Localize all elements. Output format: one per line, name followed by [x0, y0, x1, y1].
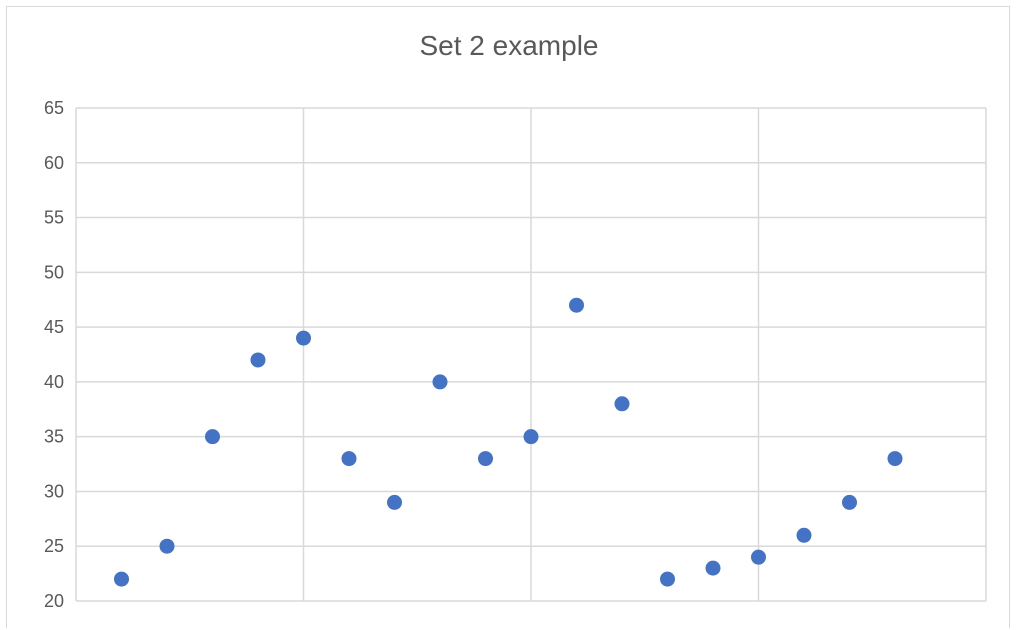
data-point	[159, 538, 175, 554]
data-point	[205, 429, 220, 445]
data-point	[842, 494, 857, 510]
data-point	[296, 330, 311, 346]
data-point	[660, 571, 675, 587]
chart-area	[6, 6, 1010, 628]
data-point	[887, 451, 903, 467]
y-tick-label: 45	[44, 317, 64, 337]
data-point	[341, 451, 357, 467]
data-point	[523, 429, 539, 445]
y-tick-label: 25	[44, 536, 64, 556]
data-point	[478, 451, 493, 467]
y-tick-label: 50	[44, 262, 64, 282]
y-axis-ticks: 20 25 30 35 40 45 50 55 60 65	[44, 98, 64, 611]
y-tick-label: 30	[44, 481, 64, 501]
gridlines	[75, 107, 987, 602]
data-point	[114, 571, 129, 587]
y-tick-label: 65	[44, 98, 64, 118]
data-point	[705, 560, 721, 576]
data-points	[114, 297, 903, 587]
y-tick-label: 55	[44, 208, 64, 228]
chart-title: Set 2 example	[419, 30, 599, 61]
data-point	[614, 396, 630, 412]
data-point	[432, 374, 448, 390]
y-tick-label: 20	[44, 591, 64, 611]
data-point	[751, 549, 766, 565]
data-point	[796, 527, 812, 543]
y-tick-label: 40	[44, 372, 64, 392]
data-point	[387, 494, 402, 510]
data-point	[250, 352, 266, 368]
y-tick-label: 60	[44, 153, 64, 173]
data-point	[569, 297, 584, 313]
y-tick-label: 35	[44, 427, 64, 447]
